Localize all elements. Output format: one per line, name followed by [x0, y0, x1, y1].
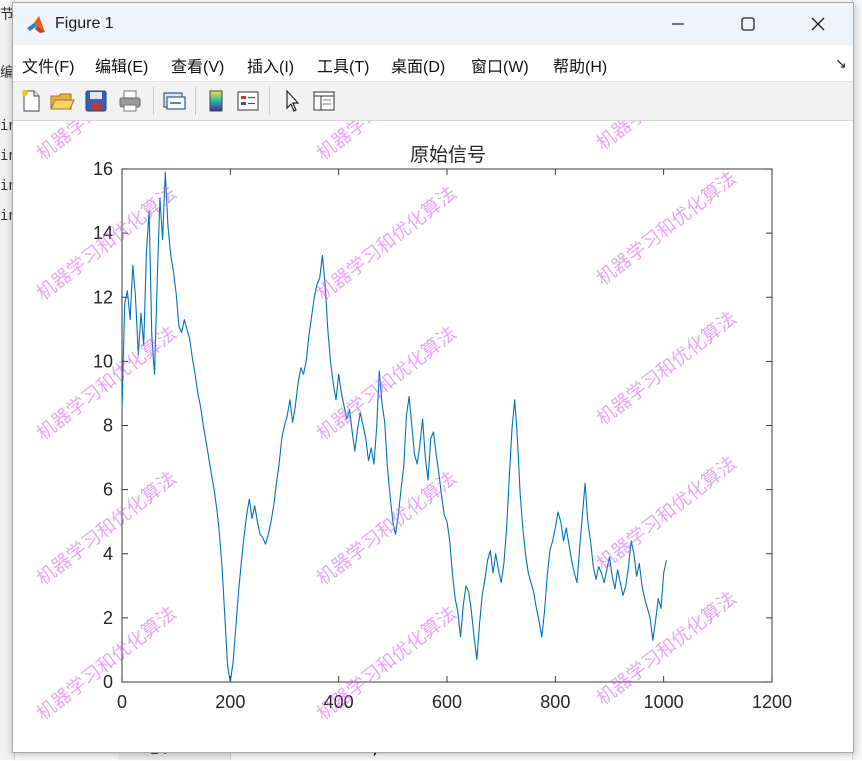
menu-bar: 文件(F) 编辑(E) 查看(V) 插入(I) 工具(T) 桌面(D) 窗口(W… [13, 45, 853, 82]
maximize-button[interactable] [713, 3, 783, 45]
x-tick-label: 0 [117, 692, 127, 712]
axes-box [121, 168, 773, 683]
menu-window[interactable]: 窗口(W) [471, 59, 529, 76]
close-icon [811, 17, 825, 31]
x-tick-label: 800 [540, 692, 570, 712]
close-button[interactable] [783, 3, 853, 45]
y-tick-label: 14 [93, 223, 113, 243]
insert-legend-icon[interactable] [235, 88, 261, 114]
title-bar[interactable]: Figure 1 [13, 3, 853, 45]
x-tick-label: 600 [432, 692, 462, 712]
series-group [121, 171, 667, 683]
toolbar-separator [269, 87, 270, 115]
y-tick-label: 0 [103, 672, 113, 692]
menu-file[interactable]: 文件(F) [22, 59, 75, 76]
new-figure-icon[interactable] [18, 88, 44, 114]
insert-colorbar-icon[interactable] [203, 88, 229, 114]
minimize-icon [672, 23, 684, 25]
y-tick-label: 4 [103, 544, 113, 564]
property-inspector-icon[interactable] [311, 88, 337, 114]
toolbar-separator [195, 87, 196, 115]
background-text-fragment: 编 [0, 65, 14, 81]
toolbar-separator [153, 87, 154, 115]
link-plot-icon[interactable] [161, 88, 187, 114]
watermark-text: 机器学习和优化算法 [593, 121, 741, 155]
matlab-logo-icon [27, 16, 45, 33]
menu-tools[interactable]: 工具(T) [317, 59, 370, 76]
menu-help[interactable]: 帮助(H) [553, 59, 608, 76]
line-chart: 原始信号 0 2 4 6 8 10 12 14 16 0 200 400 600 800 1000 1200… [33, 32, 792, 725]
x-tick-label: 1200 [752, 692, 792, 712]
background-text-fragment: 节 [0, 7, 14, 23]
edit-plot-icon[interactable] [279, 88, 305, 114]
y-tick-label: 8 [103, 416, 113, 436]
dock-arrow-icon[interactable]: ↘ [835, 55, 847, 71]
figure-toolbar [13, 82, 853, 121]
y-axis: 0 2 4 6 8 10 12 14 16 [93, 159, 772, 692]
x-tick-label: 200 [215, 692, 245, 712]
menu-view[interactable]: 查看(V) [171, 59, 225, 76]
y-tick-label: 2 [103, 608, 113, 628]
x-tick-label: 1000 [644, 692, 684, 712]
figure-canvas: 原始信号 0 2 4 6 8 10 12 14 16 0 200 400 600 800 1000 1200… [13, 32, 853, 752]
y-tick-label: 6 [103, 480, 113, 500]
menu-edit[interactable]: 编辑(E) [95, 59, 149, 76]
menu-insert[interactable]: 插入(I) [247, 59, 295, 76]
open-file-icon[interactable] [49, 88, 75, 114]
y-tick-label: 10 [93, 351, 113, 371]
x-axis: 0 200 400 600 800 1000 1200 [117, 169, 792, 712]
print-figure-icon[interactable] [117, 88, 143, 114]
chart-title: 原始信号 [410, 144, 486, 166]
menu-desktop[interactable]: 桌面(D) [391, 59, 446, 76]
figure-window: Figure 1 文件(F) 编辑(E) 查看(V) 插入(I) 工具(T) 桌… [12, 2, 854, 753]
series-line [121, 171, 667, 683]
minimize-button[interactable] [643, 3, 713, 45]
y-tick-label: 16 [93, 159, 113, 179]
window-title: Figure 1 [55, 15, 114, 32]
maximize-icon [741, 17, 755, 31]
x-tick-label: 400 [324, 692, 354, 712]
save-figure-icon[interactable] [83, 88, 109, 114]
y-tick-label: 12 [93, 287, 113, 307]
